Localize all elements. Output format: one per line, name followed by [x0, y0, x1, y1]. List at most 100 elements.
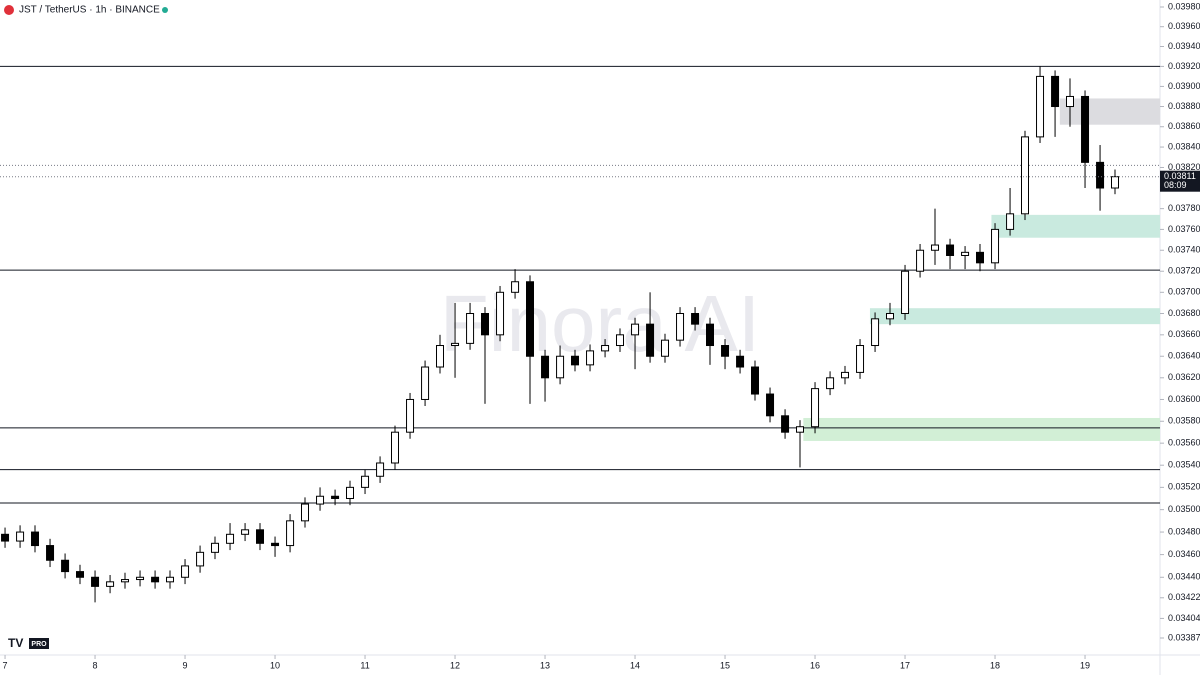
- candle-body: [1096, 161, 1105, 189]
- candle-body: [91, 576, 100, 587]
- candle-body: [541, 355, 550, 379]
- candle-body: [31, 531, 40, 547]
- candle-body: [601, 345, 610, 352]
- x-tick-label: 19: [1080, 660, 1090, 670]
- chart-title: JST / TetherUS · 1h · BINANCE: [19, 5, 160, 16]
- candle-body: [481, 313, 490, 336]
- candle-body: [1081, 95, 1090, 163]
- candle-body: [556, 355, 565, 379]
- candle-body: [871, 318, 880, 347]
- y-tick-label: 0.03640: [1168, 351, 1200, 361]
- y-tick-label: 0.03860: [1168, 121, 1200, 131]
- status-dot: [162, 7, 168, 13]
- y-tick-label: 0.03920: [1168, 61, 1200, 71]
- candle-body: [1111, 176, 1120, 189]
- candle-body: [751, 366, 760, 395]
- x-tick-label: 14: [630, 660, 640, 670]
- candle-body: [286, 520, 295, 547]
- x-tick-label: 10: [270, 660, 280, 670]
- candle-body: [946, 244, 955, 256]
- y-tick-label: 0.03680: [1168, 308, 1200, 318]
- candle-body: [181, 565, 190, 578]
- candle-body: [211, 542, 220, 553]
- candle-body: [271, 542, 280, 547]
- candle-body: [1036, 75, 1045, 138]
- x-tick-label: 12: [450, 660, 460, 670]
- y-tick-label: 0.03460: [1168, 549, 1200, 559]
- candle-body: [136, 576, 145, 581]
- candle-body: [391, 431, 400, 464]
- candle-body: [526, 281, 535, 357]
- candle-body: [721, 345, 730, 357]
- candle-body: [166, 576, 175, 583]
- candle-body: [676, 313, 685, 341]
- candle-body: [646, 323, 655, 357]
- candle-body: [496, 291, 505, 336]
- candle-body: [226, 533, 235, 544]
- candle-body: [1066, 95, 1075, 108]
- y-tick-label: 0.03600: [1168, 394, 1200, 404]
- candle-body: [916, 249, 925, 272]
- y-tick-label: 0.03404: [1168, 613, 1200, 623]
- candle-body: [841, 371, 850, 379]
- candle-body: [631, 323, 640, 336]
- candle-body: [571, 355, 580, 366]
- x-tick-label: 17: [900, 660, 910, 670]
- candle-body: [1006, 213, 1015, 230]
- candle-body: [1021, 136, 1030, 215]
- x-tick-label: 15: [720, 660, 730, 670]
- candle-body: [511, 281, 520, 293]
- candle-body: [16, 531, 25, 542]
- y-tick-label: 0.03580: [1168, 416, 1200, 426]
- candle-body: [961, 251, 970, 256]
- y-tick-label: 0.03720: [1168, 266, 1200, 276]
- candle-body: [316, 495, 325, 505]
- candle-body: [361, 475, 370, 488]
- candle-body: [736, 355, 745, 368]
- y-tick-label: 0.03560: [1168, 438, 1200, 448]
- logo-mark: TV: [8, 636, 23, 650]
- candle-body: [61, 559, 70, 573]
- candle-body: [196, 551, 205, 567]
- candle-body: [781, 415, 790, 433]
- x-tick-label: 11: [360, 660, 369, 670]
- y-tick-label: 0.03780: [1168, 203, 1200, 213]
- candle-body: [46, 545, 55, 561]
- y-tick-label: 0.03940: [1168, 41, 1200, 51]
- badge-bg: [29, 638, 49, 649]
- candle-body: [151, 576, 160, 583]
- y-tick-label: 0.03540: [1168, 460, 1200, 470]
- y-tick-label: 0.03880: [1168, 101, 1200, 111]
- badge: PRO: [31, 641, 47, 648]
- y-tick-label: 0.03500: [1168, 504, 1200, 514]
- candle-body: [826, 377, 835, 390]
- symbol-icon: [4, 5, 14, 15]
- candle-body: [706, 323, 715, 347]
- y-tick-label: 0.03960: [1168, 21, 1200, 31]
- y-tick-label: 0.03440: [1168, 572, 1200, 582]
- candle-body: [436, 345, 445, 368]
- candle-body: [811, 388, 820, 428]
- candle-body: [1, 533, 10, 542]
- candle-body: [301, 503, 310, 522]
- y-tick-label: 0.03700: [1168, 287, 1200, 297]
- candle-body: [901, 270, 910, 315]
- candle-body: [466, 313, 475, 344]
- candle-body: [661, 339, 670, 357]
- candle-body: [121, 579, 130, 583]
- candle-body: [586, 350, 595, 366]
- last-price-label: 0.03811: [1164, 171, 1196, 181]
- zone: [869, 308, 1160, 325]
- candle-body: [691, 313, 700, 325]
- candle-body: [991, 228, 1000, 264]
- candle-body: [616, 334, 625, 347]
- x-tick-label: 16: [810, 660, 820, 670]
- candle-body: [406, 398, 415, 433]
- y-tick-label: 0.03480: [1168, 526, 1200, 536]
- x-tick-label: 13: [540, 660, 550, 670]
- x-tick-label: 8: [93, 660, 98, 670]
- countdown-label: 08:09: [1164, 180, 1187, 190]
- x-tick-label: 7: [3, 660, 8, 670]
- candle-body: [886, 313, 895, 320]
